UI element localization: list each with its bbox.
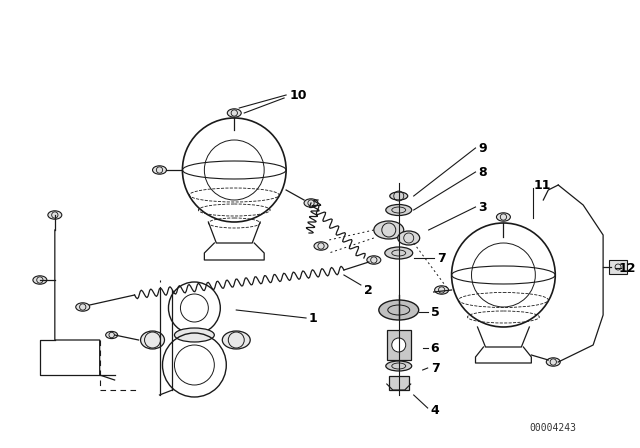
Text: 10: 10 [289,89,307,102]
Ellipse shape [385,247,413,259]
Ellipse shape [547,358,560,366]
Ellipse shape [497,213,511,221]
Ellipse shape [76,303,90,311]
Circle shape [392,338,406,352]
Text: 11: 11 [533,178,551,191]
Bar [387,330,411,360]
Text: 1: 1 [309,311,318,324]
Ellipse shape [374,221,404,239]
Text: 2: 2 [364,284,372,297]
Ellipse shape [435,286,449,294]
Ellipse shape [48,211,62,219]
Text: 6: 6 [431,341,439,354]
Ellipse shape [152,166,166,174]
Text: 8: 8 [479,165,487,178]
Ellipse shape [106,332,118,339]
Text: 4: 4 [431,404,440,417]
Text: 3: 3 [479,201,487,214]
Ellipse shape [379,300,419,320]
Text: 00004243: 00004243 [530,423,577,433]
Ellipse shape [222,331,250,349]
Bar [388,376,409,390]
Text: 9: 9 [479,142,487,155]
Ellipse shape [175,328,214,342]
Text: 5: 5 [431,306,440,319]
Bar [609,260,627,274]
Ellipse shape [304,199,318,207]
Ellipse shape [141,331,164,349]
Text: 12: 12 [618,262,636,275]
Text: 7: 7 [431,362,440,375]
Ellipse shape [386,204,412,215]
Ellipse shape [227,109,241,117]
Ellipse shape [367,256,381,264]
Ellipse shape [314,242,328,250]
Ellipse shape [397,231,420,245]
Ellipse shape [33,276,47,284]
Ellipse shape [390,192,408,200]
Ellipse shape [386,361,412,371]
Text: 7: 7 [436,251,445,264]
